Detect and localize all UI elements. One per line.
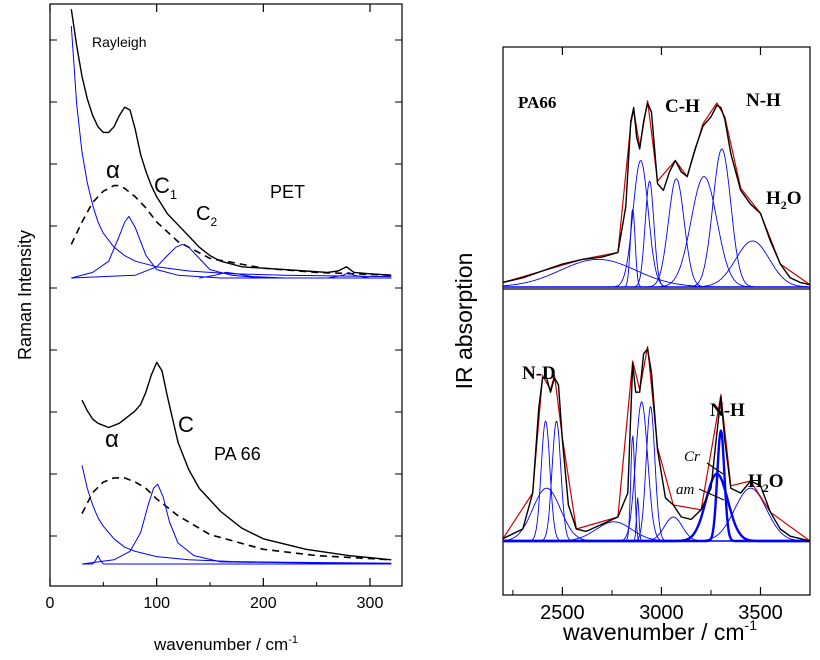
series-rayleigh-component xyxy=(81,465,392,564)
h2o-label-top: H2O xyxy=(766,188,802,212)
cr-pointer xyxy=(706,462,724,475)
raman-subplot-1 xyxy=(81,361,392,565)
nh-label-bottom: N-H xyxy=(710,400,745,421)
nh-label-top: N-H xyxy=(746,90,781,111)
series-measured xyxy=(70,9,392,276)
measured-spectrum xyxy=(502,348,811,542)
fit-component-8 xyxy=(503,516,810,542)
pet-alpha-label: α xyxy=(106,157,120,184)
pa66-ir-label: PA66 xyxy=(518,93,556,112)
left-panel-plots xyxy=(70,9,392,565)
measured-spectrum xyxy=(502,102,811,286)
pa66-label: PA 66 xyxy=(214,444,261,464)
ir-subplot-0 xyxy=(502,100,811,288)
series-c2-component xyxy=(71,243,392,279)
right-y-axis-label: IR absorption xyxy=(451,253,477,390)
x-tick-label: 3500 xyxy=(738,602,783,624)
series-small-component xyxy=(199,271,392,279)
rayleigh-label: Rayleigh xyxy=(92,34,146,50)
right-x-axis-label: wavenumber / cm-1 xyxy=(562,617,757,645)
right-panel-frame xyxy=(502,46,811,596)
am-label: am xyxy=(676,482,695,498)
pet-c1-label: C1 xyxy=(154,173,177,202)
cr-label: Cr xyxy=(684,449,700,465)
x-tick-label: 200 xyxy=(250,595,277,612)
nd-label: N-D xyxy=(522,363,556,384)
right-panel-plots xyxy=(502,100,811,543)
am-pointer xyxy=(698,488,725,501)
pet-c2-label: C2 xyxy=(196,203,217,229)
series-c1-component xyxy=(71,215,392,279)
right-panel-x-axis: 2500 3000 3500 xyxy=(512,47,811,624)
ir-subplot-1 xyxy=(502,346,811,543)
x-tick-label: 3000 xyxy=(639,602,684,624)
series-alpha-component xyxy=(70,184,392,276)
left-panel-x-axis: 0 100 200 300 xyxy=(46,4,402,612)
fit-component-6 xyxy=(503,401,810,542)
x-tick-label: 0 xyxy=(46,595,55,612)
left-y-axis-label: Raman Intensity xyxy=(15,230,35,360)
series-spike-component xyxy=(82,555,392,565)
h2o-label-bottom: H2O xyxy=(748,471,784,495)
pa66-c-label: C xyxy=(178,412,194,437)
left-panel-frame xyxy=(49,3,403,587)
series-measured xyxy=(81,361,392,561)
left-x-axis-label: wavenumber / cm-1 xyxy=(153,634,298,654)
fit-component-3 xyxy=(503,521,810,542)
ch-label: C-H xyxy=(665,96,700,117)
pa66-alpha-label: α xyxy=(105,426,119,453)
fit-component-5 xyxy=(503,176,810,288)
pet-label: PET xyxy=(270,182,305,202)
fit-component-7 xyxy=(503,240,810,288)
x-tick-label: 100 xyxy=(143,595,170,612)
series-alpha-component xyxy=(81,477,392,561)
x-tick-label: 2500 xyxy=(540,602,585,624)
series-c-component xyxy=(81,483,392,565)
raman-subplot-0 xyxy=(70,9,392,279)
series-rayleigh-component xyxy=(70,25,392,278)
x-tick-label: 300 xyxy=(357,595,384,612)
